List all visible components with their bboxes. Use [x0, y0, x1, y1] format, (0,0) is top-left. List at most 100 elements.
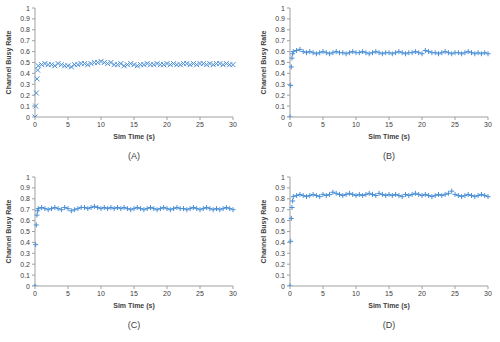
- point: [396, 193, 401, 198]
- point: [377, 50, 382, 55]
- point: [290, 198, 295, 203]
- x-tick-label: 0: [33, 290, 37, 297]
- x-tick-label: 15: [385, 290, 393, 297]
- point: [158, 206, 163, 211]
- point: [330, 50, 335, 55]
- panel-caption: (B): [383, 151, 395, 161]
- x-tick-label: 5: [321, 121, 325, 128]
- point: [377, 191, 382, 196]
- point: [340, 50, 345, 55]
- point: [410, 50, 415, 55]
- point: [52, 205, 57, 210]
- point: [297, 192, 302, 197]
- x-tick-label: 15: [130, 121, 138, 128]
- point: [449, 51, 454, 56]
- point: [423, 48, 428, 53]
- point: [387, 50, 392, 55]
- x-tick: [389, 286, 390, 289]
- x-axis-title: Sim Time (s): [368, 302, 410, 310]
- point: [420, 193, 425, 198]
- x-tick-label: 15: [385, 121, 393, 128]
- x-tick: [389, 117, 390, 120]
- point: [34, 76, 39, 81]
- panel-caption: (D): [383, 320, 396, 330]
- point: [383, 193, 388, 198]
- y-tick-label: 1: [26, 5, 30, 12]
- point: [367, 191, 372, 196]
- panel-caption: (A): [128, 151, 140, 161]
- y-tick: [287, 95, 290, 96]
- points: [288, 189, 491, 286]
- point: [406, 193, 411, 198]
- x-tick: [356, 286, 357, 289]
- y-tick-label: 0.6: [275, 217, 285, 224]
- y-tick: [287, 209, 290, 210]
- y-tick: [287, 29, 290, 30]
- point: [416, 192, 421, 197]
- point: [207, 206, 212, 211]
- y-tick-label: 0.4: [275, 70, 285, 77]
- point: [92, 204, 97, 209]
- point: [393, 192, 398, 197]
- point: [360, 193, 365, 198]
- point: [217, 207, 222, 212]
- y-axis-title: Channel Busy Rate: [260, 30, 268, 94]
- point: [307, 193, 312, 198]
- points: [33, 204, 236, 286]
- y-tick: [287, 106, 290, 107]
- y-tick: [32, 264, 35, 265]
- y-tick-label: 0: [26, 283, 30, 290]
- point: [334, 49, 339, 54]
- point: [34, 91, 39, 96]
- point: [33, 284, 38, 287]
- y-tick-label: 0.2: [20, 261, 30, 268]
- x-tick: [200, 286, 201, 289]
- point: [413, 49, 418, 54]
- y-tick: [287, 8, 290, 9]
- point: [476, 193, 481, 198]
- x-tick: [134, 117, 135, 120]
- point: [42, 206, 47, 211]
- point: [224, 205, 229, 210]
- y-tick: [287, 18, 290, 19]
- point: [396, 49, 401, 54]
- point: [294, 193, 299, 198]
- x-tick-label: 30: [484, 121, 492, 128]
- y-tick: [32, 18, 35, 19]
- point: [165, 206, 170, 211]
- y-tick: [32, 29, 35, 30]
- point: [456, 50, 461, 55]
- x-tick-label: 30: [229, 290, 237, 297]
- point: [469, 193, 474, 198]
- y-tick: [32, 73, 35, 74]
- point: [400, 50, 405, 55]
- point: [390, 193, 395, 198]
- x-tick: [68, 117, 69, 120]
- y-tick: [32, 231, 35, 232]
- y-tick-label: 0.9: [20, 184, 30, 191]
- point: [482, 50, 487, 55]
- point: [479, 51, 484, 56]
- point: [453, 192, 458, 197]
- y-tick: [287, 275, 290, 276]
- point: [324, 50, 329, 55]
- point: [449, 189, 454, 194]
- y-tick: [287, 73, 290, 74]
- point: [420, 51, 425, 56]
- x-tick-label: 0: [288, 121, 292, 128]
- x-tick: [290, 117, 291, 120]
- x-tick-label: 20: [418, 121, 426, 128]
- point: [357, 50, 362, 55]
- point: [403, 51, 408, 56]
- point: [204, 205, 209, 210]
- point: [456, 193, 461, 198]
- x-tick-label: 25: [196, 121, 204, 128]
- point: [393, 50, 398, 55]
- point: [85, 206, 90, 211]
- point: [174, 205, 179, 210]
- point: [367, 51, 372, 56]
- point: [357, 192, 362, 197]
- point: [49, 206, 54, 211]
- point: [132, 206, 137, 211]
- x-tick-label: 20: [163, 290, 171, 297]
